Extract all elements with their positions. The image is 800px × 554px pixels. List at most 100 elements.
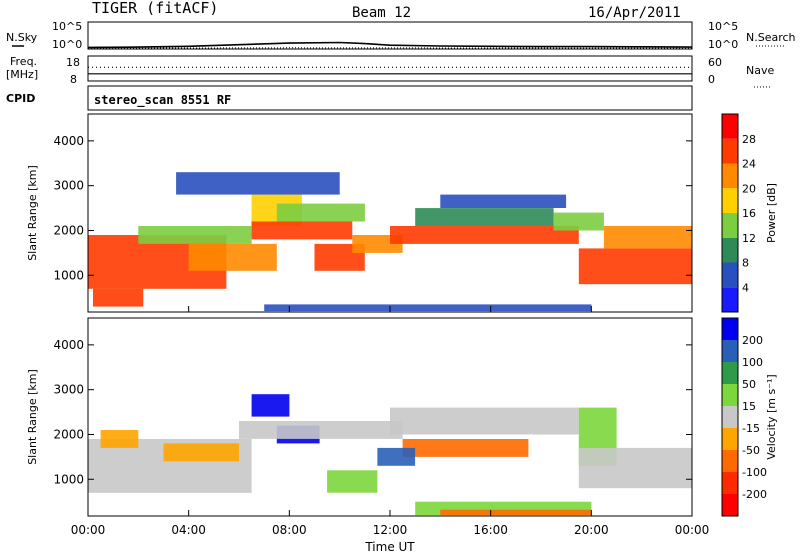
power-band xyxy=(93,288,144,307)
power-band xyxy=(176,172,340,195)
nsearch-label: N.Search xyxy=(746,31,796,44)
figure-title: TIGER (fitACF) xyxy=(92,0,218,17)
x-tick-label: 20:00 xyxy=(574,523,609,537)
date-label: 16/Apr/2011 xyxy=(588,5,681,21)
velocity-colorbar-frame xyxy=(721,317,739,517)
power-band xyxy=(553,212,604,231)
search-high-tick: 10^5 xyxy=(708,20,738,33)
freq-low-tick: 8 xyxy=(70,73,77,86)
x-tick-label: 16:00 xyxy=(473,523,508,537)
power-colorbar-tick: 24 xyxy=(742,158,756,171)
power-colorbar-tick: 4 xyxy=(742,281,749,294)
nave-low-tick: 0 xyxy=(708,73,715,86)
power-band xyxy=(390,226,579,244)
noise-panel-frame xyxy=(87,21,693,50)
velocity-band xyxy=(100,430,139,448)
x-tick-label: 08:00 xyxy=(272,523,307,537)
velocity-band xyxy=(578,447,693,489)
velocity-band xyxy=(390,407,579,435)
power-colorbar-frame xyxy=(721,113,739,313)
velocity-colorbar-segment xyxy=(722,318,738,340)
power-band xyxy=(138,226,252,244)
velocity-range-axis-label: Slant Range [km] xyxy=(26,369,39,465)
power-heatmap xyxy=(87,113,693,313)
velocity-colorbar-segment xyxy=(722,450,738,472)
power-colorbar-segment xyxy=(722,114,738,139)
power-colorbar-tick: 20 xyxy=(742,182,756,195)
search-low-tick: 10^0 xyxy=(708,38,738,51)
power-colorbar-tick: 12 xyxy=(742,232,756,245)
power-band xyxy=(188,243,277,271)
velocity-colorbar-tick: 100 xyxy=(742,356,763,369)
x-tick-label: 00:00 xyxy=(71,523,106,537)
velocity-colorbar-segment xyxy=(722,384,738,406)
power-colorbar-segment xyxy=(722,287,738,312)
velocity-colorbar-tick: 15 xyxy=(742,400,756,413)
velocity-colorbar-segment xyxy=(722,362,738,384)
power-colorbar-segment xyxy=(722,163,738,189)
velocity-ytick-label: 3000 xyxy=(53,383,84,397)
power-colorbar-tick: 16 xyxy=(742,207,756,220)
velocity-colorbar-segment xyxy=(722,472,738,494)
power-ytick-label: 2000 xyxy=(53,223,84,237)
velocity-band xyxy=(239,421,403,439)
power-colorbar-segment xyxy=(722,213,738,238)
velocity-colorbar-tick: -200 xyxy=(742,488,767,501)
nave-high-tick: 60 xyxy=(708,56,722,69)
power-ytick-label: 1000 xyxy=(53,268,84,282)
power-colorbar-segment xyxy=(722,188,738,213)
velocity-band xyxy=(440,509,592,516)
frequency-panel-frame xyxy=(87,55,693,82)
time-axis-label: Time UT xyxy=(364,540,415,554)
beam-label: Beam 12 xyxy=(352,5,411,21)
power-band xyxy=(578,248,693,285)
power-ytick-label: 4000 xyxy=(53,134,84,148)
cpid-label: CPID xyxy=(6,92,35,105)
velocity-colorbar-tick: -15 xyxy=(742,422,760,435)
power-band xyxy=(264,304,592,312)
velocity-colorbar-label: Velocity [m s⁻¹] xyxy=(765,374,778,459)
power-ytick-label: 3000 xyxy=(53,179,84,193)
power-colorbar-segment xyxy=(722,138,738,164)
freq-high-tick: 18 xyxy=(66,56,80,69)
x-tick-label: 04:00 xyxy=(171,523,206,537)
sky-high-tick: 10^5 xyxy=(52,20,82,33)
nsky-label: N.Sky xyxy=(6,31,38,44)
velocity-band xyxy=(327,470,378,493)
velocity-colorbar-segment xyxy=(722,340,738,362)
power-colorbar-tick: 8 xyxy=(742,257,749,270)
velocity-colorbar-tick: 50 xyxy=(742,378,756,391)
velocity-ytick-label: 4000 xyxy=(53,338,84,352)
power-band xyxy=(440,194,567,208)
velocity-colorbar-segment xyxy=(722,428,738,450)
velocity-colorbar-tick: -100 xyxy=(742,466,767,479)
x-tick-label: 12:00 xyxy=(373,523,408,537)
velocity-band xyxy=(402,439,529,457)
power-colorbar-segment xyxy=(722,237,738,263)
power-range-axis-label: Slant Range [km] xyxy=(26,165,39,261)
velocity-band xyxy=(377,447,416,466)
sky-low-tick: 10^0 xyxy=(52,38,82,51)
velocity-band xyxy=(251,394,290,417)
power-band xyxy=(415,208,554,226)
nsky-series-line xyxy=(87,41,693,49)
velocity-colorbar-segment xyxy=(722,406,738,428)
freq-label: Freq. xyxy=(10,55,37,68)
velocity-ytick-label: 2000 xyxy=(53,427,84,441)
cpid-value: stereo_scan 8551 RF xyxy=(94,93,231,108)
velocity-colorbar-segment xyxy=(722,494,738,516)
x-tick-label: 00:00 xyxy=(675,523,710,537)
power-colorbar-tick: 28 xyxy=(742,133,756,146)
power-colorbar-label: Power [dB] xyxy=(765,183,778,243)
power-band xyxy=(251,221,353,240)
power-band xyxy=(276,203,365,222)
velocity-band xyxy=(163,443,239,462)
velocity-ytick-label: 1000 xyxy=(53,472,84,486)
velocity-colorbar-tick: 200 xyxy=(742,334,763,347)
nave-label: Nave xyxy=(746,64,774,77)
velocity-colorbar-tick: -50 xyxy=(742,444,760,457)
velocity-heatmap xyxy=(87,317,693,517)
power-band xyxy=(603,226,692,249)
freq-unit-label: [MHz] xyxy=(6,68,38,81)
